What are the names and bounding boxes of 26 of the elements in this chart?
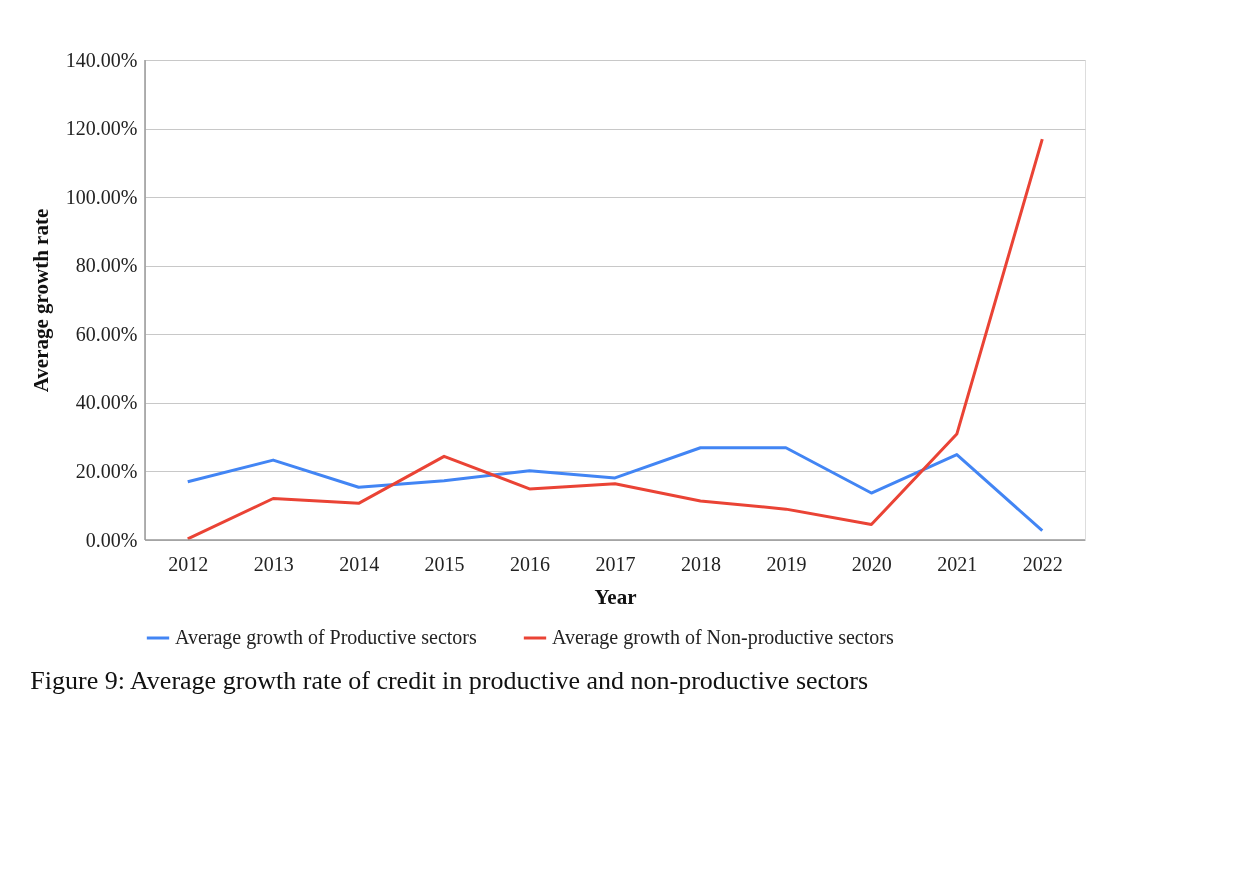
y-tick-label: 20.00% [75, 459, 138, 482]
x-tick-label: 2022 [1022, 552, 1063, 575]
x-tick-label: 2015 [424, 552, 465, 575]
y-tick-label: 80.00% [75, 254, 138, 277]
x-tick-label: 2017 [595, 552, 636, 575]
y-tick-label: 40.00% [75, 391, 138, 414]
y-tick-label: 0.00% [85, 528, 138, 551]
y-tick-label: 140.00% [65, 48, 138, 71]
line-series [186, 446, 1044, 533]
x-tick-label: 2016 [510, 552, 551, 575]
x-tick-label: 2019 [766, 552, 807, 575]
legend-label: Average growth of Non-productive sectors [552, 626, 894, 649]
x-axis-title: Year [594, 584, 637, 609]
line-series [186, 137, 1044, 541]
x-tick-label: 2021 [937, 552, 978, 575]
caption: Figure 9: Average growth rate of credit in productive and non-productive sectors [30, 666, 869, 695]
legend-label: Average growth of Productive sectors [175, 626, 477, 649]
x-tick-label: 2013 [253, 552, 294, 575]
y-tick-label: 100.00% [65, 185, 138, 208]
y-axis-title: Average growth rate [28, 208, 53, 393]
x-tick-label: 2018 [680, 552, 721, 575]
x-tick-label: 2014 [339, 552, 380, 575]
y-tick-label: 60.00% [75, 322, 138, 345]
y-tick-label: 120.00% [65, 117, 138, 140]
x-tick-label: 2012 [168, 552, 209, 575]
x-tick-label: 2020 [851, 552, 892, 575]
